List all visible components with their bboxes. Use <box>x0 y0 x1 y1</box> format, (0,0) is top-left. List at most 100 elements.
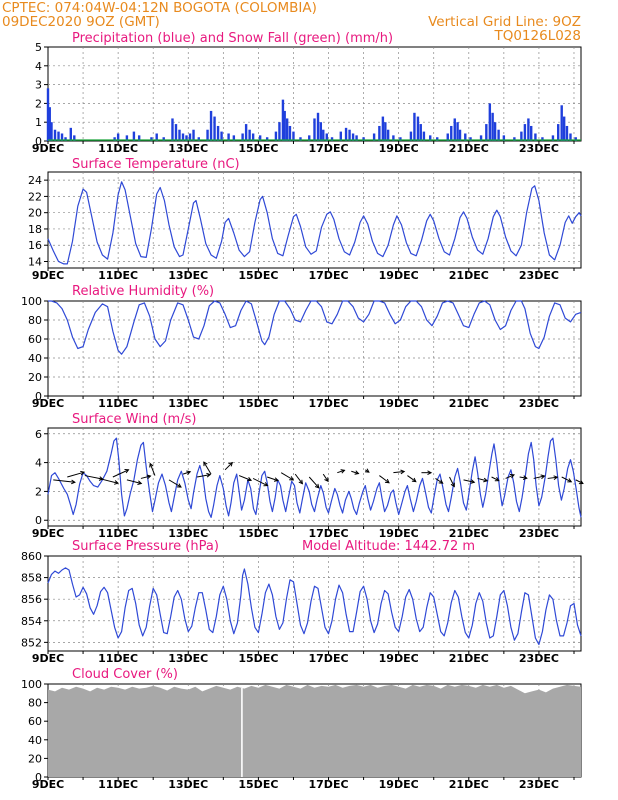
wind-vector-head <box>263 482 269 487</box>
precip-bar <box>464 133 467 141</box>
precip-bar <box>248 129 251 141</box>
pressure-xtick-label: 13DEC <box>168 652 208 665</box>
wind-vector-head <box>324 477 329 483</box>
precip-bar <box>534 133 537 141</box>
precip-bar <box>551 135 555 141</box>
wind-vector-head <box>124 469 130 474</box>
wind-vector <box>575 479 584 484</box>
precip-bar <box>188 133 192 141</box>
wind-ytick-label: 0 <box>35 514 42 527</box>
wind-xtick-label: 17DEC <box>309 527 349 540</box>
precipitation-xtick-label: 17DEC <box>309 142 349 155</box>
temperature-xtick-label: 9DEC <box>32 269 64 282</box>
cloud-xtick-label: 15DEC <box>238 778 278 791</box>
precip-bar <box>171 118 174 141</box>
wind-vector <box>322 473 329 482</box>
temperature-xtick-label: 11DEC <box>98 269 138 282</box>
humidity-ytick-label: 0 <box>35 390 42 403</box>
wind-vector <box>491 476 500 482</box>
pressure-xtick-label: 23DEC <box>519 652 559 665</box>
wind-vector-head <box>509 474 515 479</box>
precip-bar <box>241 133 244 141</box>
cloud-ytick-label: 80 <box>28 697 42 710</box>
precip-bar <box>392 135 395 141</box>
precip-bar <box>384 122 387 141</box>
precip-bar <box>132 131 136 141</box>
wind-vector-head <box>176 483 182 488</box>
precip-bar <box>162 137 165 141</box>
cloud-ytick-label: 0 <box>35 771 42 784</box>
precip-bar <box>292 131 295 141</box>
precip-bar <box>46 88 50 141</box>
precip-bar <box>419 124 422 141</box>
wind-vector-head <box>553 475 559 481</box>
cloud-ytick-label: 100 <box>21 678 42 691</box>
precip-bar <box>316 112 320 141</box>
humidity-xtick-label: 9DEC <box>32 397 64 410</box>
wind-vector <box>393 470 405 474</box>
precip-bar <box>491 112 494 141</box>
precip-bar <box>137 135 141 141</box>
wind-vector-head <box>71 479 76 485</box>
precip-bar <box>251 133 255 141</box>
header-datetime: 09DEC2020 9OZ (GMT) <box>2 14 160 30</box>
precipitation-xtick-label: 23DEC <box>519 142 559 155</box>
wind-ytick-label: 4 <box>35 457 42 470</box>
temperature-ytick-label: 16 <box>28 239 42 252</box>
temperature-xtick-label: 21DEC <box>449 269 489 282</box>
precip-bar <box>372 133 376 141</box>
precip-bar <box>274 131 278 141</box>
wind-vector-head <box>203 461 208 467</box>
precip-bar <box>351 133 355 141</box>
humidity-frame <box>47 300 582 397</box>
wind-vector-head <box>247 476 253 482</box>
precip-bar <box>278 122 281 141</box>
precip-bar <box>502 135 506 141</box>
precip-bar <box>174 124 178 141</box>
wind-vector <box>477 477 488 482</box>
precip-bar <box>288 125 292 141</box>
wind-vector <box>547 476 558 479</box>
wind-vector <box>463 479 475 483</box>
precip-bar <box>181 133 185 141</box>
wind-xtick-label: 13DEC <box>168 527 208 540</box>
precipitation-xtick-label: 15DEC <box>238 142 278 155</box>
cloud-xtick-label: 9DEC <box>32 778 64 791</box>
precip-bar <box>299 137 302 141</box>
wind-vector-head <box>228 461 234 467</box>
wind-vector <box>238 475 252 481</box>
precip-bar <box>281 99 285 141</box>
precip-bar <box>192 129 195 141</box>
pressure-ytick-label: 858 <box>21 572 42 585</box>
wind-vector-head <box>149 462 154 468</box>
precip-bar <box>69 127 72 141</box>
wind-vector <box>505 474 515 479</box>
wind-vector <box>519 476 527 479</box>
precip-bar <box>206 129 209 141</box>
precip-bar <box>488 103 492 141</box>
precip-bar <box>258 135 262 141</box>
precip-bar <box>413 112 416 141</box>
precip-bar <box>450 125 453 141</box>
wind-vector-head <box>483 477 489 483</box>
precip-bar <box>386 129 390 141</box>
humidity-title: Relative Humidity (%) <box>72 284 214 299</box>
precipitation-ytick-label: 0 <box>35 135 42 148</box>
pressure-xtick-label: 15DEC <box>238 652 278 665</box>
pressure-xtick-label: 19DEC <box>379 652 419 665</box>
wind-vector <box>53 479 75 483</box>
precip-bar <box>322 129 325 141</box>
pressure-title: Surface Pressure (hPa) <box>72 539 219 554</box>
precip-bar <box>541 137 544 141</box>
wind-vector-head <box>494 477 500 482</box>
wind-vector <box>379 475 390 484</box>
precipitation-ytick-label: 1 <box>35 116 42 129</box>
wind-title: Surface Wind (m/s) <box>72 412 196 427</box>
precip-bar <box>197 137 200 141</box>
cloud-xtick-label: 19DEC <box>379 778 419 791</box>
precip-bar <box>232 135 236 141</box>
temperature-ytick-label: 20 <box>28 207 42 220</box>
precip-bar <box>497 129 500 141</box>
wind-vector <box>351 470 359 475</box>
precipitation-ytick-label: 3 <box>35 79 42 92</box>
